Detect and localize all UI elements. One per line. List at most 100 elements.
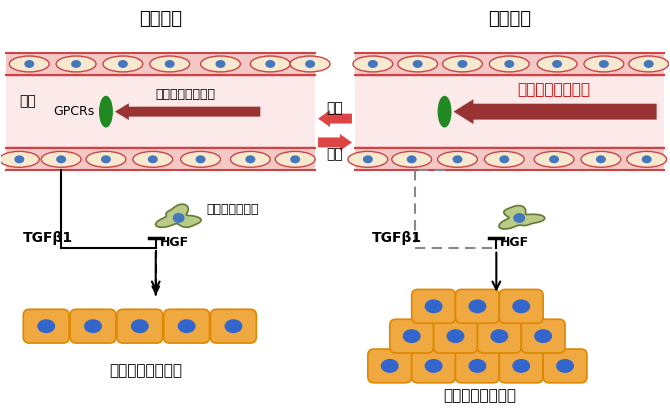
FancyBboxPatch shape (499, 290, 543, 323)
FancyBboxPatch shape (478, 319, 521, 353)
Ellipse shape (265, 60, 275, 68)
Ellipse shape (407, 155, 417, 163)
Ellipse shape (24, 60, 34, 68)
Ellipse shape (56, 56, 96, 72)
Ellipse shape (499, 155, 509, 163)
FancyBboxPatch shape (163, 309, 210, 343)
Bar (7, 53, 315, 170)
Ellipse shape (165, 60, 175, 68)
Ellipse shape (392, 152, 431, 167)
Text: せん断応力の増加: せん断応力の増加 (518, 82, 590, 97)
Ellipse shape (627, 152, 667, 167)
Ellipse shape (556, 359, 574, 373)
Ellipse shape (505, 60, 515, 68)
Ellipse shape (178, 319, 196, 333)
Text: 類洞: 類洞 (19, 94, 36, 108)
Ellipse shape (425, 359, 443, 373)
FancyArrow shape (318, 134, 352, 151)
Ellipse shape (642, 155, 652, 163)
Ellipse shape (71, 60, 81, 68)
Ellipse shape (599, 60, 609, 68)
Ellipse shape (103, 56, 143, 72)
Text: 肝細胞の増殖抑制: 肝細胞の増殖抑制 (109, 363, 182, 378)
Ellipse shape (42, 152, 81, 167)
Ellipse shape (251, 56, 290, 72)
Ellipse shape (181, 152, 220, 167)
Ellipse shape (489, 56, 529, 72)
Ellipse shape (245, 155, 255, 163)
FancyBboxPatch shape (411, 349, 456, 383)
Ellipse shape (133, 152, 173, 167)
Ellipse shape (413, 60, 423, 68)
FancyArrow shape (115, 103, 261, 120)
Ellipse shape (173, 213, 185, 223)
Polygon shape (155, 204, 201, 227)
Ellipse shape (425, 299, 443, 313)
Ellipse shape (468, 359, 486, 373)
Ellipse shape (513, 359, 530, 373)
FancyBboxPatch shape (23, 309, 69, 343)
Ellipse shape (9, 56, 49, 72)
Ellipse shape (150, 56, 190, 72)
Text: GPCRs: GPCRs (53, 105, 94, 118)
Ellipse shape (534, 329, 552, 343)
Ellipse shape (438, 96, 452, 128)
Ellipse shape (101, 155, 111, 163)
Text: 停止: 停止 (327, 147, 343, 161)
Ellipse shape (0, 152, 40, 167)
Ellipse shape (446, 329, 464, 343)
FancyBboxPatch shape (210, 309, 257, 343)
Ellipse shape (230, 152, 270, 167)
Ellipse shape (552, 60, 562, 68)
Ellipse shape (148, 155, 157, 163)
Bar (355, 53, 663, 170)
Bar (355, 53, 663, 77)
FancyBboxPatch shape (456, 349, 499, 383)
FancyBboxPatch shape (390, 319, 433, 353)
Ellipse shape (368, 60, 378, 68)
FancyBboxPatch shape (70, 309, 116, 343)
Ellipse shape (534, 152, 574, 167)
Ellipse shape (14, 155, 24, 163)
FancyBboxPatch shape (368, 349, 411, 383)
Polygon shape (499, 206, 545, 229)
Ellipse shape (84, 319, 102, 333)
Text: 開始: 開始 (327, 102, 343, 116)
Ellipse shape (131, 319, 149, 333)
Ellipse shape (596, 155, 606, 163)
Ellipse shape (484, 152, 524, 167)
Ellipse shape (513, 213, 525, 223)
Ellipse shape (216, 60, 226, 68)
Text: 一定のせん断応力: 一定のせん断応力 (155, 88, 216, 101)
Text: 肝細胞の増殖促進: 肝細胞の増殖促進 (443, 388, 516, 403)
Ellipse shape (452, 155, 462, 163)
Ellipse shape (56, 155, 66, 163)
Ellipse shape (275, 152, 315, 167)
Text: TGFβ1: TGFβ1 (23, 231, 74, 245)
Ellipse shape (99, 96, 113, 128)
Ellipse shape (513, 299, 530, 313)
FancyBboxPatch shape (117, 309, 163, 343)
Ellipse shape (581, 152, 621, 167)
Text: HGF: HGF (500, 236, 529, 249)
Ellipse shape (443, 56, 482, 72)
Ellipse shape (381, 359, 399, 373)
Ellipse shape (290, 155, 300, 163)
FancyBboxPatch shape (411, 290, 456, 323)
Text: 再生過程: 再生過程 (488, 10, 531, 28)
Ellipse shape (200, 56, 241, 72)
Bar (355, 146, 663, 170)
Ellipse shape (584, 56, 624, 72)
FancyBboxPatch shape (456, 290, 499, 323)
Ellipse shape (644, 60, 654, 68)
Ellipse shape (353, 56, 393, 72)
Ellipse shape (38, 319, 55, 333)
Bar (7, 53, 315, 77)
Bar (7, 146, 315, 170)
Ellipse shape (305, 60, 315, 68)
Ellipse shape (537, 56, 577, 72)
Ellipse shape (549, 155, 559, 163)
Ellipse shape (290, 56, 330, 72)
Ellipse shape (438, 152, 478, 167)
FancyBboxPatch shape (521, 319, 565, 353)
